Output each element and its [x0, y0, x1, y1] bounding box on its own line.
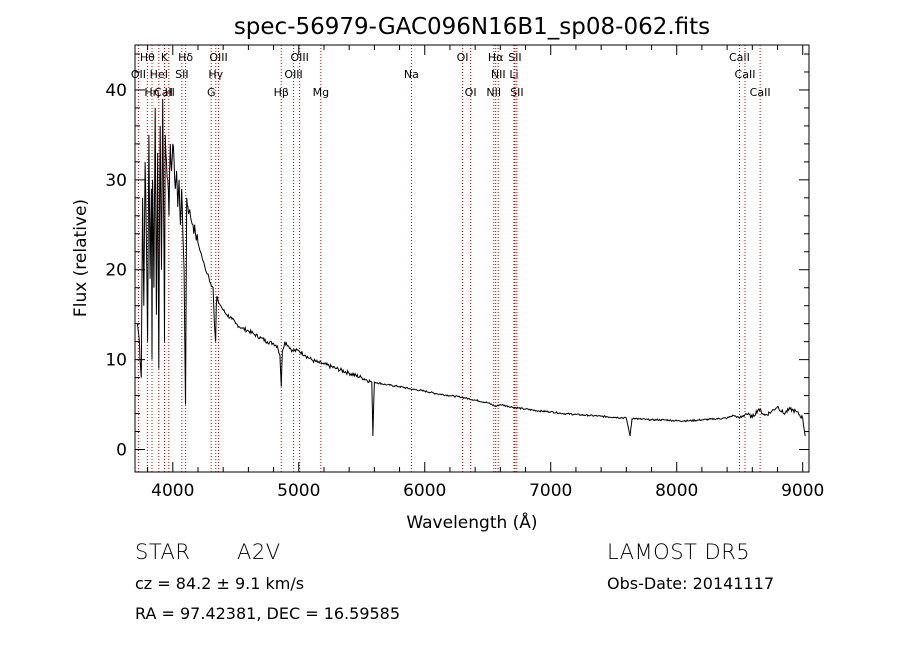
spectral-class: A2V [237, 540, 281, 564]
spectrum-series [137, 98, 806, 437]
line-marker-label-21: Hα [488, 51, 504, 64]
survey-name: LAMOST DR5 [607, 540, 751, 564]
line-marker-label-0: CaII [154, 86, 175, 99]
line-marker-label-11: OIII [209, 51, 227, 64]
line-marker-label-22: SII [508, 51, 521, 64]
line-marker-label-18: OI [465, 86, 477, 99]
y-tick-label: 10 [105, 351, 127, 371]
line-marker-label-16: Na [404, 68, 419, 81]
line-markers: CaIIOIIHθHηHeIKHSIIHδGHγOIIIHβOIIIOIIIMg… [131, 45, 771, 472]
coordinates: RA = 97.42381, DEC = 16.59585 [135, 604, 401, 623]
line-marker-label-27: CaII [750, 86, 771, 99]
y-tick-label: 20 [105, 261, 127, 281]
line-marker-label-25: CaII [729, 51, 750, 64]
line-marker-label-13: OIII [284, 68, 302, 81]
line-marker-label-14: OIII [290, 51, 308, 64]
line-marker-label-9: G [207, 86, 216, 99]
line-marker-label-26: CaII [735, 68, 756, 81]
x-tick-label: 5000 [277, 481, 320, 501]
x-tick-label: 7000 [529, 481, 572, 501]
y-tick-label: 40 [105, 81, 127, 101]
line-marker-label-24: SII [510, 86, 523, 99]
line-marker-label-10: Hγ [208, 68, 223, 81]
line-marker-label-7: SII [175, 68, 188, 81]
y-axis-label: Flux (relative) [71, 199, 91, 317]
x-tick-label: 4000 [151, 481, 194, 501]
x-axis: 4000 5000 6000 7000 8000 9000 [147, 45, 824, 501]
x-axis-label: Wavelength (Å) [406, 511, 537, 533]
line-marker-label-3: Hη [144, 86, 159, 99]
y-tick-label: 30 [105, 171, 127, 191]
x-tick-label: 9000 [781, 481, 824, 501]
line-marker-label-4: HeI [150, 68, 168, 81]
line-marker-label-12: Hβ [274, 86, 289, 99]
y-axis: 0 10 20 30 40 [105, 53, 809, 461]
line-marker-label-17: OI [457, 51, 469, 64]
line-marker-label-5: K [161, 51, 169, 64]
chart-title: spec-56979-GAC096N16B1_sp08-062.fits [234, 14, 710, 40]
x-tick-label: 6000 [403, 481, 446, 501]
x-tick-label: 8000 [655, 481, 698, 501]
y-tick-label: 0 [116, 441, 127, 461]
line-marker-label-19: NII [486, 86, 501, 99]
line-marker-label-8: Hδ [178, 51, 193, 64]
line-marker-label-6: H [165, 86, 173, 99]
line-marker-label-20: NII [491, 68, 506, 81]
line-marker-label-2: Hθ [140, 51, 155, 64]
plot-frame [134, 44, 810, 473]
line-marker-label-23: Li [509, 68, 518, 81]
redshift-value: cz = 84.2 ± 9.1 km/s [135, 574, 305, 593]
line-marker-label-1: OII [131, 68, 146, 81]
line-marker-label-15: Mg [313, 86, 329, 99]
spectrum-line [137, 98, 806, 437]
observation-date: Obs-Date: 20141117 [607, 574, 775, 593]
object-type: STAR [135, 540, 191, 564]
